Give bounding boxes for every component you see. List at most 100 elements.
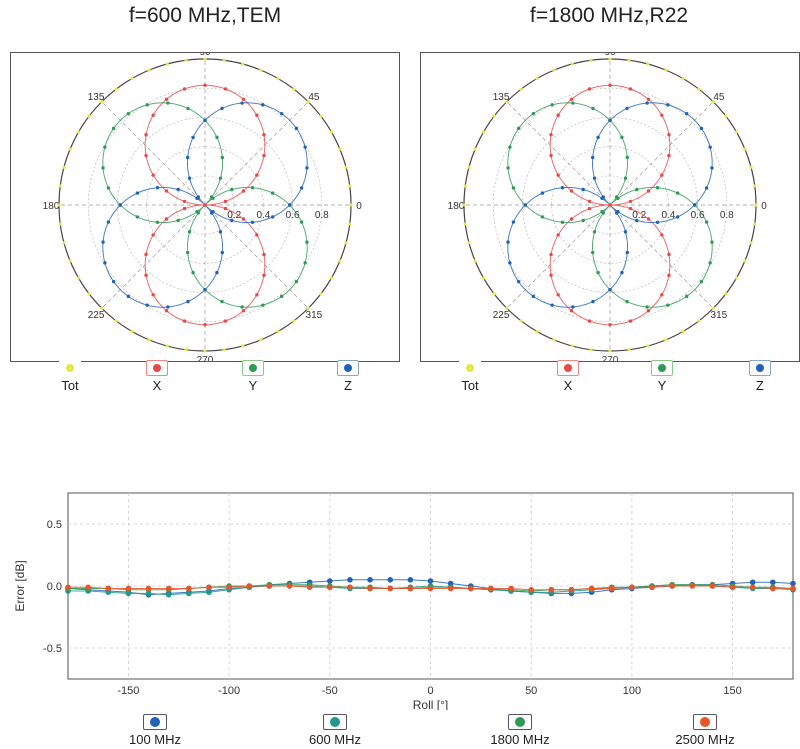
legend-item-x-2[interactable]: X <box>528 360 608 393</box>
series-point-1 <box>165 591 172 598</box>
legend-item-1800mhz[interactable]: 1800 MHz <box>470 714 570 747</box>
polar-point-y <box>511 186 516 190</box>
polar-point-x <box>262 273 266 277</box>
polar-point-y <box>581 218 585 223</box>
polar-point-tot <box>222 348 226 352</box>
polar-point-z <box>620 270 624 275</box>
polar-point-tot <box>724 292 728 296</box>
polar-point-x <box>241 217 246 221</box>
polar-point-y <box>218 176 223 180</box>
polar-point-tot <box>241 344 245 348</box>
polar-point-z <box>250 220 255 225</box>
polar-point-z <box>645 101 649 105</box>
polar-point-tot <box>241 62 245 66</box>
polar-point-tot <box>306 306 310 310</box>
series-point-0 <box>790 580 796 587</box>
polar-point-x <box>587 199 592 204</box>
legend-label-tot-2: Tot <box>461 378 479 393</box>
polar-point-tot <box>519 319 523 323</box>
polar-point-x <box>587 87 592 91</box>
polar-point-y <box>299 220 304 224</box>
series-point-3 <box>790 585 796 592</box>
polar-point-x <box>182 206 187 211</box>
polar-point-tot <box>349 203 353 207</box>
polar-point-tot <box>467 165 471 169</box>
polar-point-tot <box>505 100 509 104</box>
polar-point-z <box>596 135 600 140</box>
polar-point-tot <box>753 222 757 226</box>
polar-point-x <box>203 83 207 87</box>
polar-point-y <box>101 166 105 170</box>
polar-point-y <box>103 145 107 149</box>
series-point-3 <box>770 585 776 592</box>
polar-point-tot <box>664 68 668 72</box>
legend-item-x[interactable]: X <box>117 360 197 393</box>
polar-point-tot <box>646 62 650 66</box>
x-tick-label: -150 <box>117 685 139 697</box>
polar-point-y <box>111 126 116 131</box>
polar-point-tot <box>100 306 104 310</box>
polar-point-z <box>710 166 714 170</box>
polar-point-tot <box>58 184 62 188</box>
polar-point-y <box>106 186 111 190</box>
legend-item-tot-2[interactable]: Tot <box>430 360 510 393</box>
polar-point-z <box>195 196 199 200</box>
polar-point-tot <box>749 165 753 169</box>
polar-point-x <box>587 206 592 211</box>
polar-point-y <box>571 101 575 105</box>
polar-angle-label: 90 <box>199 53 211 58</box>
polar-angle-label: 45 <box>713 92 725 103</box>
polar-angle-label: 135 <box>88 92 105 103</box>
polar-point-y <box>250 185 255 190</box>
legend-label-y: Y <box>248 378 258 393</box>
legend-item-100mhz[interactable]: 100 MHz <box>105 714 205 747</box>
polar-point-x <box>667 273 671 277</box>
polar-point-y <box>655 185 660 190</box>
polar-point-x <box>262 252 266 257</box>
series-point-3 <box>749 584 756 591</box>
legend-item-y[interactable]: Y <box>213 360 293 393</box>
series-point-3 <box>488 585 494 592</box>
polar-point-z <box>176 187 180 192</box>
polar-point-z <box>506 240 510 244</box>
legend-label-x: X <box>152 378 162 393</box>
polar-point-tot <box>184 58 188 62</box>
polar-point-z <box>203 118 207 123</box>
polar-point-y <box>155 220 160 225</box>
polar-point-x <box>569 97 574 101</box>
x-axis-label: Roll [°] <box>413 698 448 710</box>
polar-point-z <box>616 210 620 214</box>
polar-point-x <box>203 323 207 327</box>
legend-item-z[interactable]: Z <box>308 360 388 393</box>
series-point-0 <box>347 577 353 583</box>
series-point-3 <box>447 585 454 592</box>
polar-point-tot <box>62 165 66 169</box>
legend-item-tot[interactable]: Tot <box>30 360 110 393</box>
polar-point-tot <box>184 348 188 352</box>
polar-point-tot <box>292 87 296 91</box>
legend-item-y-2[interactable]: Y <box>622 360 702 393</box>
polar-point-tot <box>319 292 323 296</box>
polar-point-y <box>540 215 545 219</box>
polar-point-y <box>635 187 639 192</box>
polar-point-tot <box>259 68 263 72</box>
polar-point-y <box>220 155 225 160</box>
polar-point-tot <box>467 241 471 245</box>
polar-point-x <box>667 133 671 137</box>
polar-point-z <box>305 166 309 170</box>
polar-point-tot <box>481 130 486 134</box>
legend-item-2500mhz[interactable]: 2500 MHz <box>655 714 755 747</box>
polar-point-y <box>704 220 709 224</box>
legend-item-z-2[interactable]: Z <box>720 360 800 393</box>
series-point-3 <box>145 585 152 592</box>
polar-point-tot <box>589 348 593 352</box>
polar-point-z <box>581 187 585 192</box>
polar-point-tot <box>276 329 280 334</box>
polar-point-x <box>646 309 651 313</box>
series-point-3 <box>508 585 514 592</box>
y-axis-label: Error [dB] <box>13 560 27 611</box>
polar-point-y <box>196 211 200 215</box>
legend-item-600mhz[interactable]: 600 MHz <box>285 714 385 747</box>
polar-point-tot <box>608 57 612 61</box>
x-tick-label: 50 <box>525 685 537 697</box>
